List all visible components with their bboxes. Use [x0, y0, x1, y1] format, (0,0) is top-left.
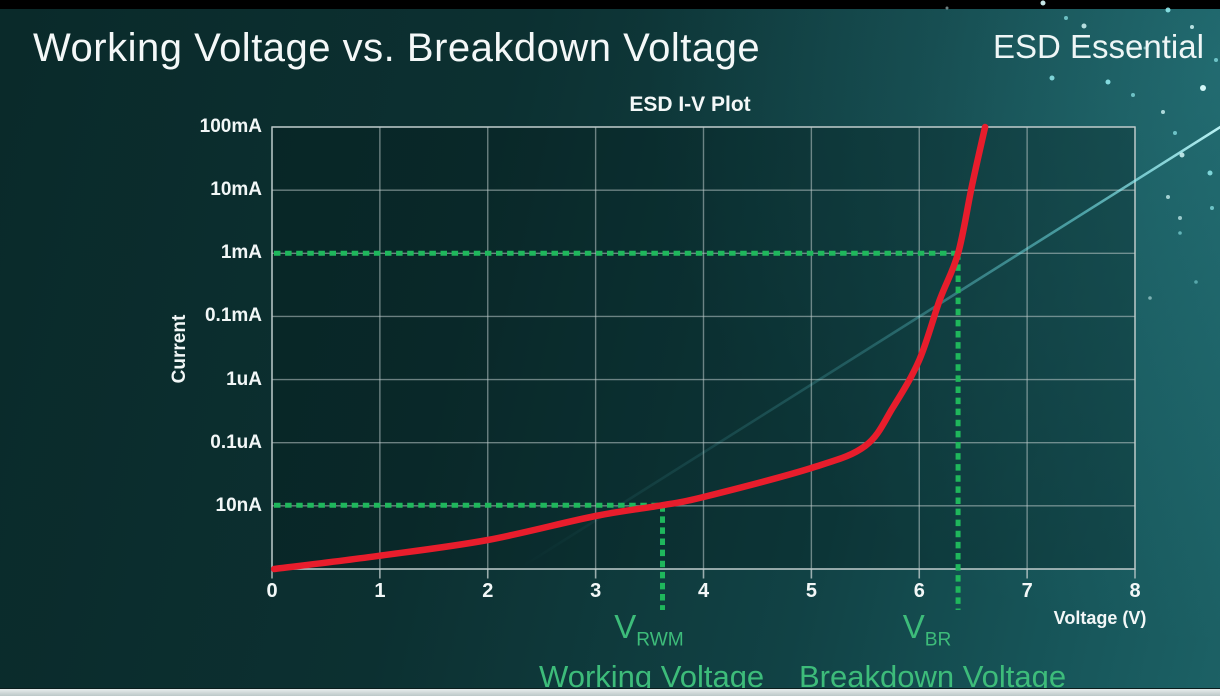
star-dot — [1165, 7, 1171, 13]
star-dot — [1081, 23, 1087, 29]
x-tick-label-4: 4 — [697, 580, 710, 602]
star-dot — [1200, 85, 1206, 91]
vbr-marker-label: VBR Breakdown Voltage — [799, 608, 1067, 695]
star-dot — [1040, 0, 1046, 6]
star-dot — [1214, 58, 1218, 62]
vrwm-marker-label: VRWM Working Voltage — [539, 608, 765, 695]
star-dot — [1064, 16, 1068, 20]
star-dot — [1178, 216, 1182, 220]
vrwm-symbol: VRWM — [614, 608, 684, 651]
y-tick-label-0.1mA: 0.1mA — [204, 305, 262, 327]
x-axis-ticks — [271, 569, 1136, 579]
star-dot — [1143, 46, 1147, 50]
star-dot — [945, 6, 949, 10]
star-dots-decoration — [945, 0, 1218, 300]
x-tick-label-7: 7 — [1021, 580, 1033, 602]
star-dot — [1105, 79, 1111, 85]
star-dot — [1194, 280, 1198, 284]
x-tick-label-1: 1 — [374, 580, 386, 602]
star-dot — [1148, 296, 1152, 300]
star-dot — [1179, 152, 1185, 158]
star-dot — [1190, 25, 1194, 29]
vbr-caption: Breakdown Voltage — [799, 658, 1067, 694]
vbr-symbol: VBR — [902, 608, 952, 651]
y-tick-label-100mA: 100mA — [199, 116, 262, 137]
star-dot — [1131, 93, 1135, 97]
star-dot — [1049, 75, 1055, 81]
slide-title: Working Voltage vs. Breakdown Voltage — [33, 26, 761, 70]
x-tick-label-0: 0 — [266, 580, 278, 602]
x-tick-label-6: 6 — [913, 580, 925, 602]
x-tick-label-2: 2 — [482, 580, 494, 602]
swoosh-decoration-line — [519, 125, 1220, 570]
marker-dashed-lines — [274, 250, 961, 610]
star-dot — [1207, 170, 1213, 176]
x-axis-title: Voltage (V) — [1053, 608, 1147, 628]
star-dot — [1166, 195, 1170, 199]
star-dot — [1161, 110, 1165, 114]
iv-curve — [270, 123, 989, 573]
vrwm-caption: Working Voltage — [539, 658, 765, 694]
top-letterbox-bar — [0, 0, 1220, 9]
star-dot — [1210, 206, 1214, 210]
y-tick-label-1mA: 1mA — [220, 242, 262, 264]
y-tick-label-0.1uA: 0.1uA — [210, 431, 262, 453]
x-tick-label-5: 5 — [805, 580, 817, 602]
x-tick-label-8: 8 — [1129, 580, 1141, 602]
star-dot — [1173, 131, 1177, 135]
bottom-divider — [0, 688, 1220, 689]
brand-watermark: ESD Essential — [993, 28, 1204, 65]
star-dot — [1178, 231, 1182, 235]
y-tick-label-10nA: 10nA — [215, 494, 262, 516]
y-tick-label-10mA: 10mA — [210, 179, 262, 201]
x-tick-label-3: 3 — [590, 580, 602, 602]
chart-title: ESD I-V Plot — [629, 93, 751, 116]
y-axis-title: Current — [169, 314, 190, 384]
bottom-letterbox-bar — [0, 689, 1220, 696]
y-tick-label-1uA: 1uA — [226, 368, 262, 390]
